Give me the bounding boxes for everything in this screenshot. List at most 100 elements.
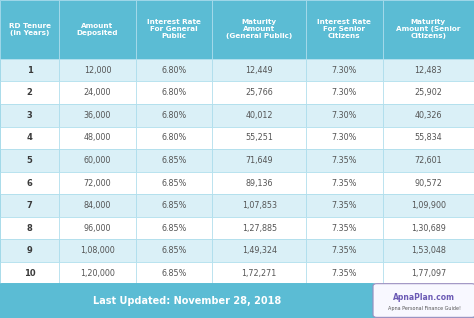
Text: 7.35%: 7.35% <box>332 269 357 278</box>
FancyBboxPatch shape <box>373 284 474 317</box>
Bar <box>136 81 212 104</box>
Bar <box>306 239 383 262</box>
Bar <box>212 0 306 59</box>
Text: 6.85%: 6.85% <box>161 201 187 210</box>
Text: ApnaPlan.com: ApnaPlan.com <box>393 293 455 302</box>
Text: 6: 6 <box>27 178 33 188</box>
Text: 6.85%: 6.85% <box>161 269 187 278</box>
Text: 1,07,853: 1,07,853 <box>242 201 277 210</box>
Text: 7.35%: 7.35% <box>332 224 357 233</box>
Text: 6.80%: 6.80% <box>162 88 187 97</box>
Bar <box>0 239 59 262</box>
Text: 7.35%: 7.35% <box>332 178 357 188</box>
Bar <box>59 0 136 59</box>
Bar <box>59 104 136 127</box>
Bar <box>383 194 474 217</box>
Bar <box>212 262 306 285</box>
Bar <box>306 262 383 285</box>
Text: 96,000: 96,000 <box>84 224 111 233</box>
Bar <box>59 81 136 104</box>
Text: 72,000: 72,000 <box>84 178 111 188</box>
Text: 6.80%: 6.80% <box>162 66 187 75</box>
Bar <box>383 149 474 172</box>
Text: 1,72,271: 1,72,271 <box>242 269 277 278</box>
Text: Last Updated: November 28, 2018: Last Updated: November 28, 2018 <box>93 296 282 306</box>
Bar <box>136 239 212 262</box>
Text: 1: 1 <box>27 66 33 75</box>
Text: 25,902: 25,902 <box>414 88 442 97</box>
Bar <box>136 172 212 194</box>
Text: 55,834: 55,834 <box>415 133 442 142</box>
Text: 90,572: 90,572 <box>414 178 442 188</box>
Bar <box>383 239 474 262</box>
Bar <box>136 194 212 217</box>
Text: Maturity
Amount (Senior
Citizens): Maturity Amount (Senior Citizens) <box>396 19 461 39</box>
Bar <box>59 172 136 194</box>
Bar <box>306 172 383 194</box>
Text: 4: 4 <box>27 133 33 142</box>
Bar <box>59 194 136 217</box>
Text: 8: 8 <box>27 224 33 233</box>
FancyBboxPatch shape <box>0 285 374 318</box>
Bar <box>0 172 59 194</box>
Text: 89,136: 89,136 <box>246 178 273 188</box>
Text: 24,000: 24,000 <box>84 88 111 97</box>
Bar <box>212 104 306 127</box>
Bar <box>383 217 474 239</box>
Bar <box>136 262 212 285</box>
Bar <box>0 81 59 104</box>
Text: 7.35%: 7.35% <box>332 156 357 165</box>
Text: 7.30%: 7.30% <box>332 111 357 120</box>
Bar <box>212 217 306 239</box>
Bar <box>59 149 136 172</box>
Text: 7.30%: 7.30% <box>332 133 357 142</box>
Bar <box>383 262 474 285</box>
Bar <box>212 59 306 81</box>
Text: 1,30,689: 1,30,689 <box>411 224 446 233</box>
Text: 5: 5 <box>27 156 33 165</box>
Text: 6.85%: 6.85% <box>161 224 187 233</box>
Bar <box>0 104 59 127</box>
Text: 10: 10 <box>24 269 36 278</box>
Text: 12,449: 12,449 <box>246 66 273 75</box>
Text: RD Tenure
(in Years): RD Tenure (in Years) <box>9 23 51 36</box>
Text: 25,766: 25,766 <box>246 88 273 97</box>
Bar <box>136 104 212 127</box>
Text: 1,20,000: 1,20,000 <box>80 269 115 278</box>
Text: 55,251: 55,251 <box>245 133 273 142</box>
Text: 1,09,900: 1,09,900 <box>411 201 446 210</box>
Text: 3: 3 <box>27 111 33 120</box>
Bar <box>0 127 59 149</box>
Bar <box>0 285 474 318</box>
Bar <box>383 59 474 81</box>
Bar <box>383 172 474 194</box>
Bar <box>136 0 212 59</box>
Bar <box>212 172 306 194</box>
Bar <box>136 217 212 239</box>
Bar <box>306 194 383 217</box>
Text: 7.30%: 7.30% <box>332 66 357 75</box>
Text: 1,77,097: 1,77,097 <box>410 269 446 278</box>
Text: 6.85%: 6.85% <box>161 156 187 165</box>
Bar <box>59 217 136 239</box>
Text: Interest Rate
For General
Public: Interest Rate For General Public <box>147 19 201 39</box>
Bar <box>306 81 383 104</box>
Bar <box>59 239 136 262</box>
Bar <box>306 0 383 59</box>
Text: 1,08,000: 1,08,000 <box>80 246 115 255</box>
Text: 12,483: 12,483 <box>415 66 442 75</box>
Bar <box>59 262 136 285</box>
Text: 1,49,324: 1,49,324 <box>242 246 277 255</box>
Bar <box>212 81 306 104</box>
Text: Maturity
Amount
(General Public): Maturity Amount (General Public) <box>226 19 292 39</box>
Text: 6.80%: 6.80% <box>162 111 187 120</box>
Text: 71,649: 71,649 <box>246 156 273 165</box>
Text: 7.35%: 7.35% <box>332 201 357 210</box>
Text: Amount
Deposited: Amount Deposited <box>77 23 118 36</box>
Text: 84,000: 84,000 <box>84 201 111 210</box>
Text: 72,601: 72,601 <box>415 156 442 165</box>
Text: 6.85%: 6.85% <box>161 178 187 188</box>
Bar <box>383 0 474 59</box>
Text: 36,000: 36,000 <box>84 111 111 120</box>
Text: 7.30%: 7.30% <box>332 88 357 97</box>
